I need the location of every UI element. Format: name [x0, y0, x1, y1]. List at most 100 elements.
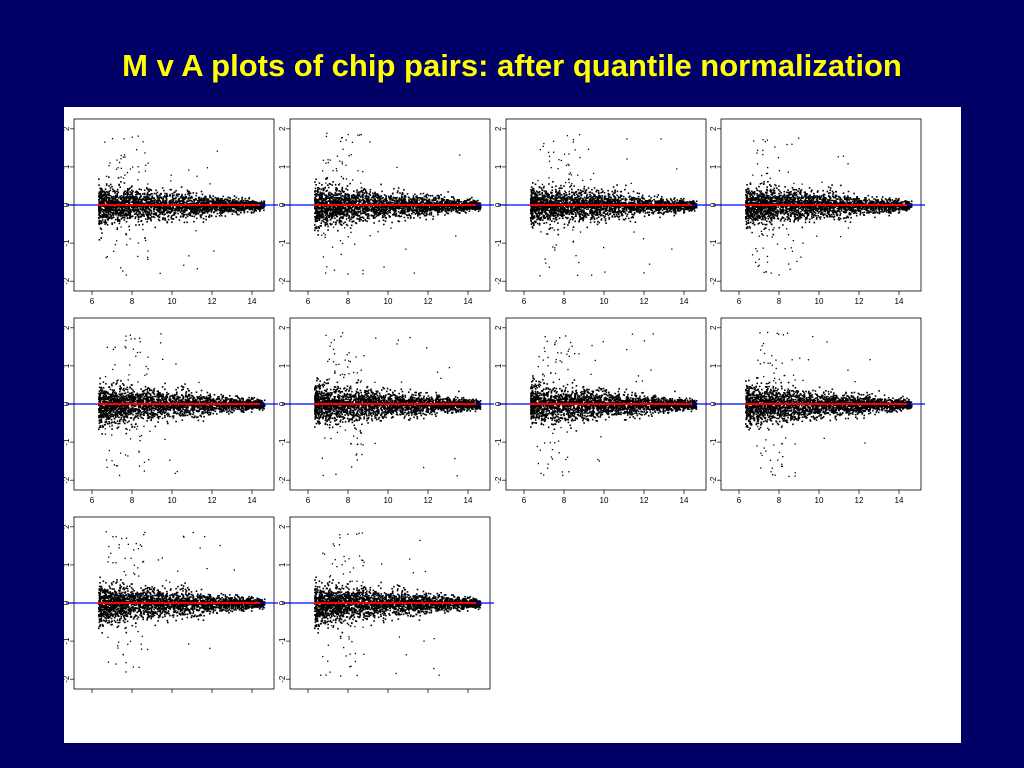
data-point — [404, 219, 407, 222]
data-point — [189, 214, 192, 217]
data-point — [114, 200, 116, 202]
data-point — [160, 197, 163, 200]
data-point — [135, 224, 137, 226]
data-point — [365, 195, 368, 198]
data-point — [424, 202, 427, 204]
data-point — [218, 207, 221, 209]
data-point — [190, 202, 192, 205]
data-point — [127, 205, 130, 207]
data-point — [119, 209, 121, 211]
data-point — [326, 214, 329, 216]
data-point — [116, 228, 119, 230]
data-point — [195, 209, 198, 212]
data-point — [146, 192, 149, 195]
data-point — [187, 190, 189, 193]
data-point — [215, 199, 218, 202]
data-point — [133, 199, 135, 202]
data-point — [117, 197, 120, 199]
data-point — [145, 206, 148, 209]
data-point — [209, 194, 211, 197]
data-point — [203, 208, 205, 210]
data-point — [383, 198, 386, 201]
data-point — [317, 217, 319, 220]
data-point — [134, 208, 136, 211]
data-point — [111, 185, 113, 188]
data-point — [131, 192, 133, 195]
data-point — [110, 199, 113, 202]
data-point — [227, 199, 230, 202]
data-point — [204, 208, 206, 211]
data-point — [133, 197, 136, 199]
data-point — [128, 205, 130, 208]
data-point — [233, 201, 235, 203]
data-point — [446, 206, 448, 208]
data-point — [206, 208, 209, 211]
data-point — [220, 209, 223, 211]
data-point — [421, 200, 423, 202]
data-point — [471, 201, 473, 203]
data-point — [350, 198, 353, 200]
data-point — [142, 213, 144, 216]
data-point — [115, 207, 117, 210]
x-tick-label: 6 — [90, 297, 95, 306]
data-point — [163, 213, 165, 216]
data-point — [419, 201, 422, 204]
data-point — [98, 206, 100, 209]
data-point — [346, 224, 349, 227]
data-point — [215, 215, 217, 218]
data-point — [179, 203, 182, 205]
data-point — [175, 216, 178, 218]
data-point — [125, 220, 128, 223]
data-point — [366, 217, 369, 219]
data-point — [360, 189, 363, 192]
data-point — [126, 191, 128, 194]
data-point — [175, 194, 178, 197]
data-point — [186, 209, 188, 212]
data-point — [129, 191, 131, 193]
data-point — [455, 209, 458, 212]
data-point — [398, 201, 400, 203]
data-point — [240, 206, 243, 209]
data-point — [161, 201, 163, 204]
data-point — [107, 206, 109, 209]
data-point — [358, 214, 361, 217]
data-point — [223, 209, 226, 212]
data-point — [400, 199, 402, 202]
data-point — [405, 211, 407, 213]
data-point — [471, 196, 473, 199]
data-point — [199, 215, 202, 218]
data-point — [412, 195, 415, 197]
data-point — [365, 190, 367, 193]
data-point — [339, 220, 342, 222]
data-point — [133, 196, 135, 198]
data-point — [123, 193, 125, 196]
data-point — [380, 195, 383, 197]
data-point — [111, 222, 113, 224]
data-point — [101, 232, 103, 234]
data-point — [329, 198, 331, 201]
data-point — [98, 214, 100, 216]
data-point — [137, 193, 140, 195]
data-point — [104, 195, 107, 198]
data-point — [362, 220, 364, 222]
data-point — [199, 209, 201, 212]
data-point — [150, 189, 153, 192]
data-point — [181, 195, 183, 197]
data-point — [178, 193, 180, 196]
data-point — [345, 187, 347, 190]
data-point — [232, 209, 234, 211]
data-point — [385, 216, 387, 219]
data-point — [314, 190, 317, 192]
data-point — [197, 205, 199, 208]
data-point — [425, 206, 428, 209]
data-point — [129, 208, 131, 210]
data-point — [205, 206, 208, 209]
data-point — [133, 201, 135, 203]
data-point — [350, 202, 352, 204]
data-point — [139, 216, 141, 218]
data-point — [350, 195, 353, 197]
data-point — [323, 192, 325, 195]
data-point — [421, 212, 424, 214]
data-point — [449, 200, 451, 202]
data-point — [143, 213, 145, 216]
